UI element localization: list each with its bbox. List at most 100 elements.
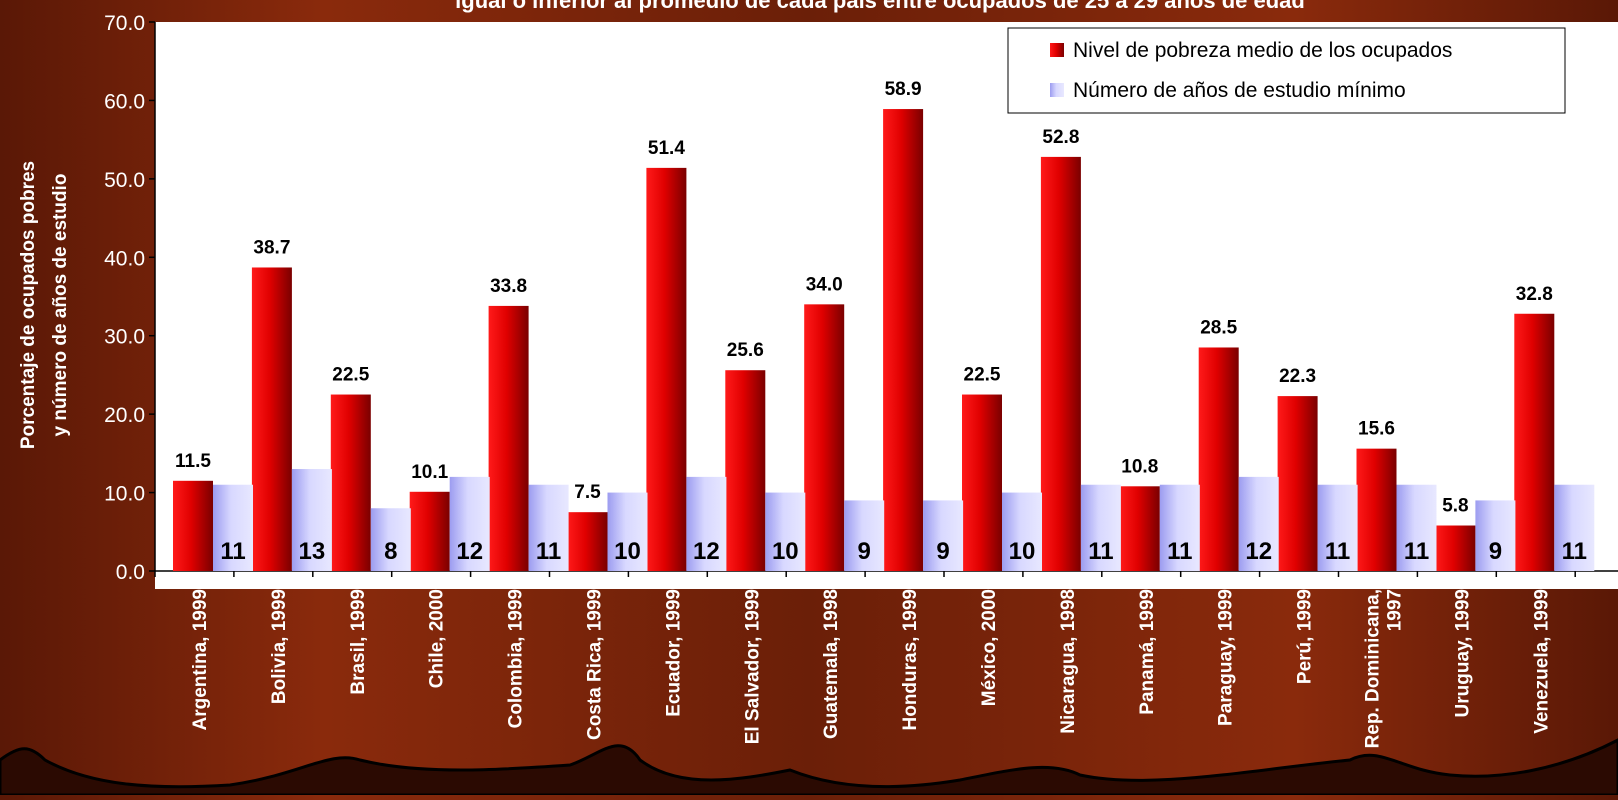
x-tick-label: Uruguay, 1999 (1452, 589, 1473, 717)
x-tick-label-line: Venezuela, 1999 (1531, 589, 1552, 734)
bar-series-group (173, 109, 1595, 571)
data-label-poverty: 52.8 (1042, 127, 1079, 148)
bar-poverty (1435, 525, 1476, 571)
legend-box (1007, 27, 1566, 114)
x-tick-label-line: Uruguay, 1999 (1452, 589, 1473, 717)
x-tick-label-line: El Salvador, 1999 (742, 589, 763, 744)
data-label-poverty: 38.7 (253, 237, 290, 258)
y-tick-label: 60.0 (104, 90, 145, 113)
data-label-schooling: 12 (693, 538, 720, 565)
bar-schooling (213, 484, 253, 571)
legend-swatch-poverty (1050, 43, 1064, 57)
x-tick-label-line: Paraguay, 1999 (1216, 589, 1237, 726)
data-label-schooling: 9 (936, 538, 949, 565)
legend-swatch-schooling (1050, 83, 1064, 97)
y-tick-label: 10.0 (104, 483, 145, 506)
x-tick-label-line: Honduras, 1999 (900, 589, 921, 731)
y-axis-label: Porcentaje de ocupados pobres y número d… (18, 161, 71, 449)
data-label-schooling: 10 (1009, 538, 1036, 565)
legend-label-schooling: Número de años de estudio mínimo (1073, 79, 1406, 102)
x-tick-label: Chile, 2000 (427, 589, 448, 688)
x-tick-label-line: Panamá, 1999 (1137, 589, 1158, 715)
data-label-poverty: 22.5 (332, 365, 369, 386)
data-label-schooling: 11 (1088, 538, 1113, 565)
y-tick-label: 70.0 (104, 12, 145, 35)
x-tick-label-line: Guatemala, 1998 (821, 589, 842, 739)
data-label-schooling: 10 (614, 538, 641, 565)
y-axis: 0.0 10.0 20.0 30.0 40.0 50.0 60.0 70.0 (104, 12, 156, 584)
data-label-poverty: 7.5 (574, 482, 601, 503)
bar-schooling (370, 508, 411, 571)
data-label-schooling: 9 (1489, 538, 1502, 565)
data-label-schooling: 11 (536, 538, 561, 565)
x-tick-label: Colombia, 1999 (506, 589, 527, 728)
x-tick-label-line: Rep. Dominicana, (1363, 589, 1384, 748)
x-tick-label-line: 1997 (1385, 589, 1406, 631)
data-label-schooling: 9 (858, 538, 871, 565)
x-tick-label-line: Nicaragua, 1998 (1058, 589, 1079, 734)
bar-poverty (725, 370, 766, 571)
data-label-poverty: 34.0 (806, 274, 843, 295)
data-label-schooling: 11 (1167, 538, 1192, 565)
x-tick-label-line: Argentina, 1999 (190, 589, 211, 731)
data-label-poverty: 15.6 (1358, 419, 1395, 440)
legend: Nivel de pobreza medio de los ocupados N… (1007, 27, 1566, 114)
x-tick-label: Panamá, 1999 (1137, 589, 1158, 715)
y-axis-label-line-1: Porcentaje de ocupados pobres (18, 161, 39, 449)
data-label-poverty: 22.5 (964, 365, 1001, 386)
data-label-poverty: 10.1 (411, 462, 448, 483)
data-label-schooling: 10 (772, 538, 799, 565)
bar-poverty (1119, 486, 1160, 571)
bar-schooling (844, 500, 885, 571)
data-label-poverty: 10.8 (1121, 456, 1158, 477)
data-label-schooling: 11 (220, 538, 245, 565)
x-tick-label: Argentina, 1999 (190, 589, 211, 731)
bar-schooling (607, 492, 648, 571)
bar-schooling (291, 469, 332, 571)
bar-poverty (488, 305, 529, 571)
x-tick-label-line: Brasil, 1999 (348, 589, 369, 695)
x-tick-label-line: Ecuador, 1999 (663, 589, 684, 717)
y-tick-label: 20.0 (104, 404, 145, 427)
x-tick-label: Guatemala, 1998 (821, 589, 842, 739)
x-tick-label: Paraguay, 1999 (1216, 589, 1237, 726)
x-tick-label: Honduras, 1999 (900, 589, 921, 731)
x-tick-label: Rep. Dominicana, 1997 (1363, 589, 1406, 748)
x-tick-label-line: Chile, 2000 (427, 589, 448, 688)
bar-poverty (251, 267, 292, 571)
data-label-poverty: 32.8 (1516, 284, 1553, 305)
legend-label-poverty: Nivel de pobreza medio de los ocupados (1073, 39, 1452, 62)
bar-schooling (1238, 476, 1279, 571)
x-tick-label-line: Perú, 1999 (1295, 589, 1316, 684)
bar-poverty (173, 480, 213, 571)
bar-poverty (330, 394, 371, 571)
x-tick-label: Bolivia, 1999 (269, 589, 290, 704)
x-axis: Argentina, 1999 Bolivia, 1999 Brasil, 1999… (154, 570, 1618, 748)
x-tick-label-line: Bolivia, 1999 (269, 589, 290, 704)
bar-schooling (1002, 492, 1042, 571)
y-axis-label-line-2: y número de años de estudio (50, 174, 71, 437)
data-label-poverty: 51.4 (648, 138, 685, 159)
data-label-schooling: 13 (299, 538, 326, 565)
data-labels-group: 11.5 38.7 22.5 10.1 33.8 7.5 51.4 25.6 34.0 58.9 2… (175, 79, 1587, 565)
bar-poverty (804, 304, 845, 571)
data-label-poverty: 25.6 (727, 340, 764, 361)
bar-poverty (409, 491, 450, 571)
data-label-poverty: 28.5 (1200, 317, 1237, 338)
bar-poverty (1277, 396, 1318, 571)
data-label-poverty: 11.5 (175, 451, 211, 472)
bar-schooling (1475, 500, 1516, 571)
bar-poverty (1198, 347, 1239, 571)
bar-poverty (1040, 156, 1081, 571)
data-label-poverty: 5.8 (1442, 496, 1468, 517)
x-tick-label: El Salvador, 1999 (742, 589, 763, 744)
data-label-schooling: 12 (456, 538, 483, 565)
x-tick-label: Venezuela, 1999 (1531, 589, 1552, 734)
data-label-schooling: 12 (1245, 538, 1272, 565)
bar-poverty (646, 167, 687, 571)
bar-schooling (765, 492, 806, 571)
x-tick-label: Ecuador, 1999 (663, 589, 684, 717)
bar-poverty (883, 109, 924, 571)
